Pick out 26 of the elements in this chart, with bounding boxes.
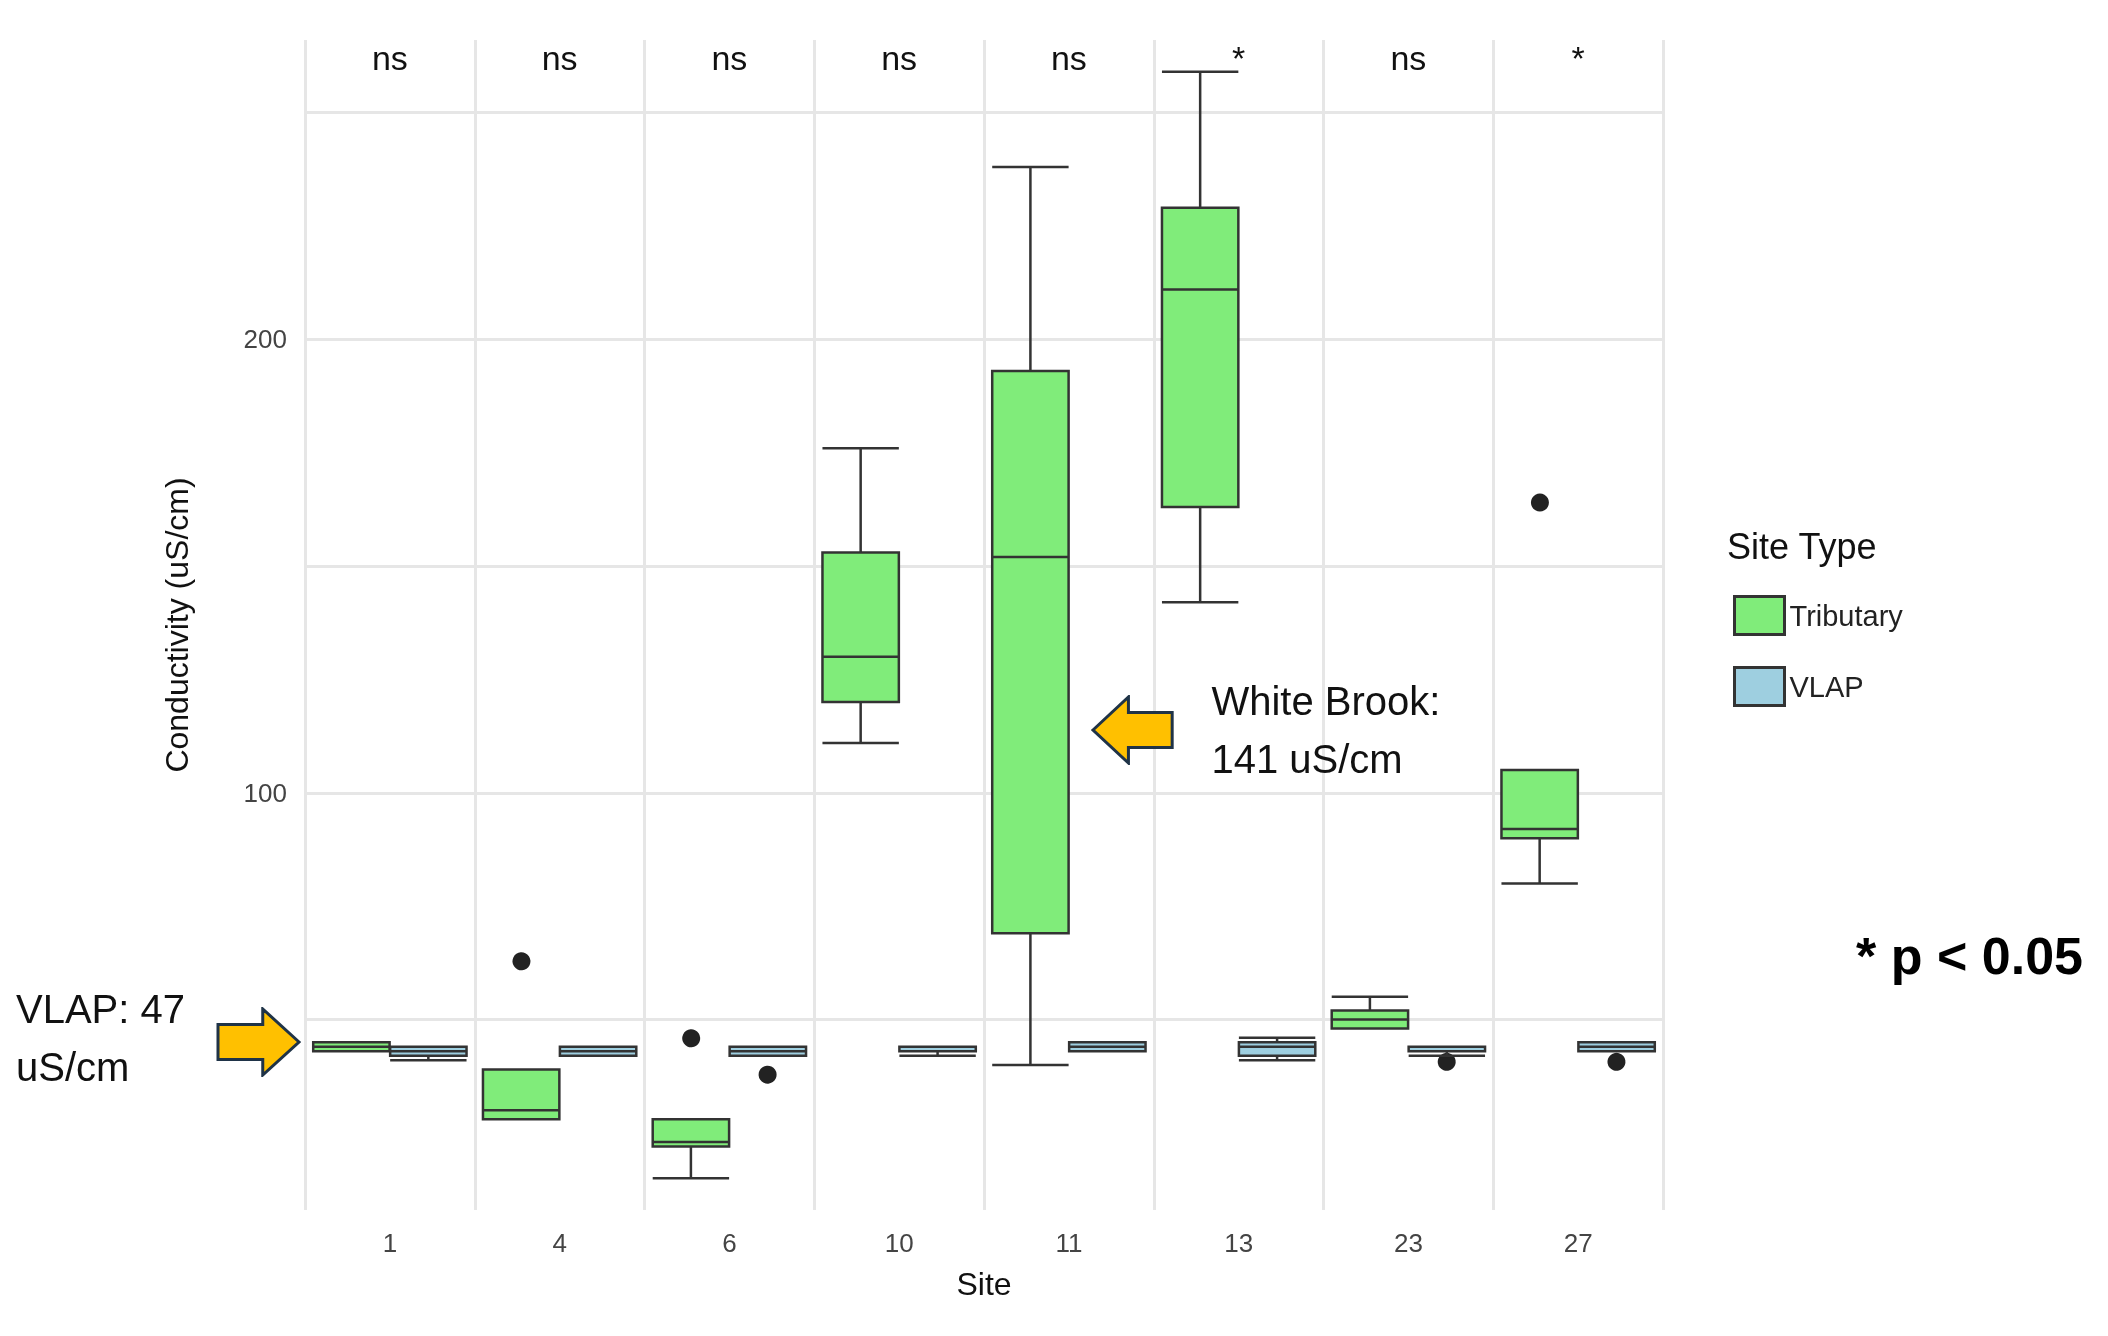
annotation: * bbox=[1232, 39, 1246, 77]
x-axis-title: Site bbox=[956, 1266, 1012, 1302]
y-tick-label: 100 bbox=[243, 777, 287, 808]
legend-label: Tributary bbox=[1789, 599, 1904, 632]
annotation: ns bbox=[371, 39, 408, 77]
x-tick-label: 23 bbox=[1393, 1228, 1423, 1258]
annotation: ns bbox=[881, 39, 918, 77]
text: VLAP: 47 uS/cm bbox=[16, 987, 197, 1089]
x-tick-label: 11 bbox=[1055, 1228, 1083, 1258]
annotation: ns bbox=[1050, 39, 1087, 77]
x-tick-label: 4 bbox=[552, 1228, 567, 1258]
y-axis-title: Conductivity (uS/cm) bbox=[159, 477, 195, 773]
y-tick-label: 200 bbox=[243, 324, 287, 355]
annotation: * bbox=[1571, 39, 1585, 77]
annotation: ns bbox=[541, 39, 578, 77]
legend-title: Site Type bbox=[1727, 525, 1877, 567]
annotation: White Brook: 141 uS/cm bbox=[1211, 679, 1452, 781]
legend-label: VLAP bbox=[1789, 670, 1864, 703]
annotation: ns bbox=[711, 39, 748, 77]
x-tick-label: 10 bbox=[884, 1228, 914, 1258]
x-tick-label: 27 bbox=[1563, 1228, 1593, 1258]
x-tick-label: 1 bbox=[382, 1228, 398, 1258]
x-tick-label: 13 bbox=[1224, 1228, 1254, 1258]
text: * p < 0.05 bbox=[1856, 927, 2084, 985]
annotation: ns bbox=[1390, 39, 1427, 77]
x-tick-label: 6 bbox=[722, 1228, 737, 1258]
